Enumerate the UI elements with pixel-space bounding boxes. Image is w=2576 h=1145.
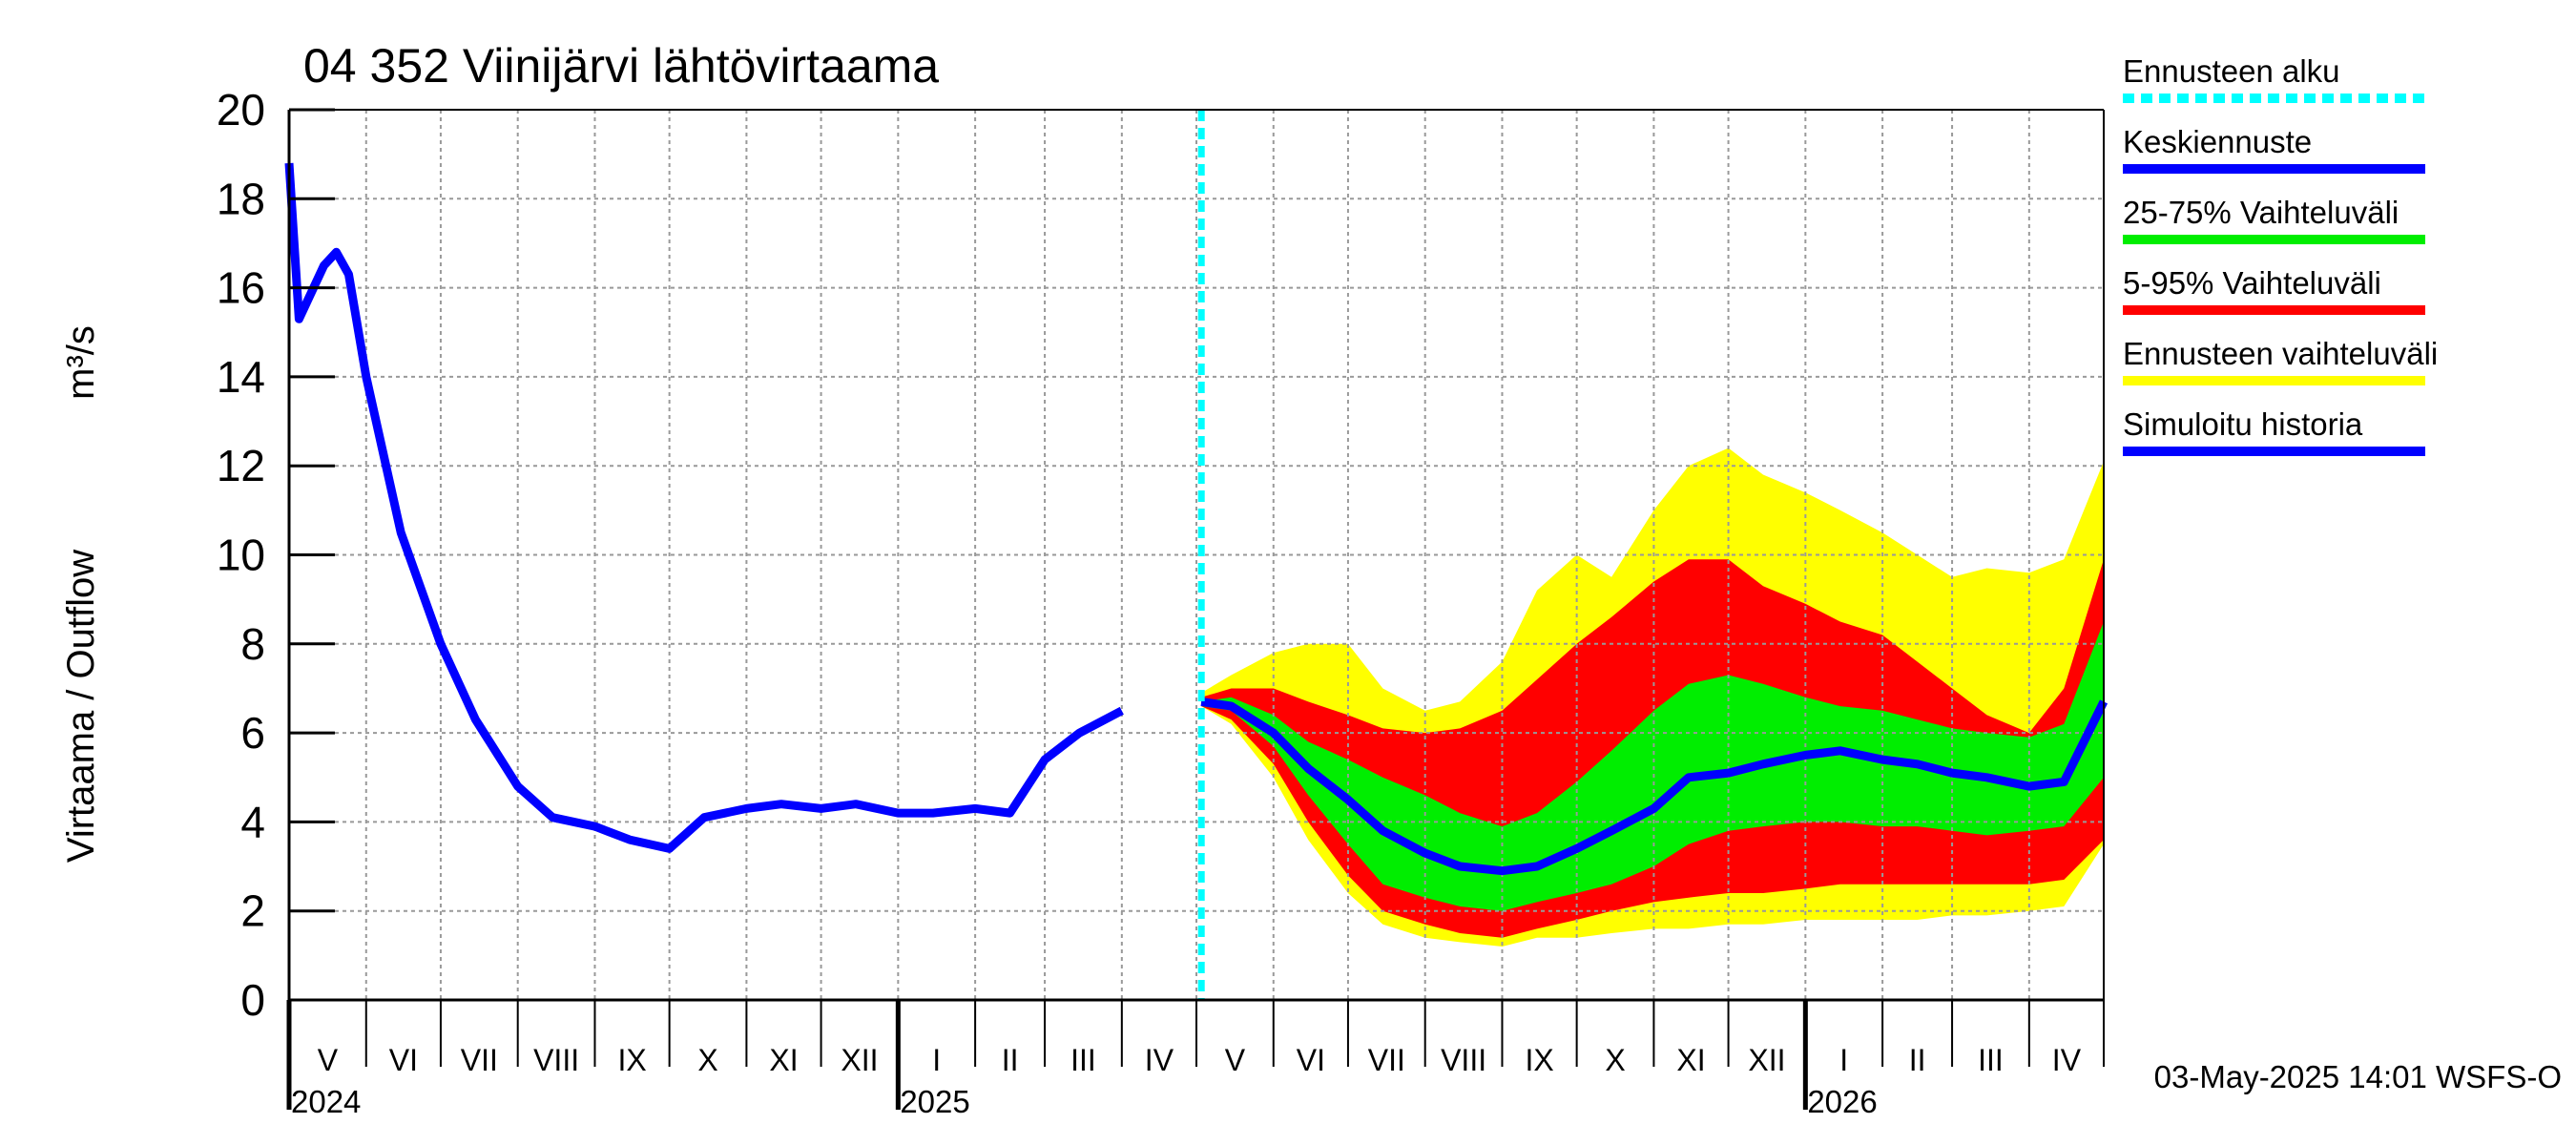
y-tick-label: 8 xyxy=(240,619,265,669)
x-month-label: V xyxy=(1225,1043,1246,1077)
y-tick-label: 6 xyxy=(240,708,265,758)
x-month-label: VI xyxy=(389,1043,418,1077)
x-month-label: X xyxy=(1605,1043,1625,1077)
x-month-label: IV xyxy=(1145,1043,1174,1077)
y-tick-label: 10 xyxy=(217,531,265,580)
y-tick-label: 4 xyxy=(240,797,265,846)
x-month-label: XII xyxy=(841,1043,878,1077)
legend: Ennusteen alku Keskiennuste 25-75% Vaihtel… xyxy=(2123,53,2438,456)
series-simuloitu-historia xyxy=(284,162,1124,853)
x-month-label: VI xyxy=(1297,1043,1325,1077)
x-month-label: I xyxy=(1839,1043,1848,1077)
x-month-label: IV xyxy=(2052,1043,2082,1077)
x-month-label: VII xyxy=(461,1043,498,1077)
y-tick-label: 0 xyxy=(240,975,265,1025)
y-tick-label: 20 xyxy=(217,85,265,135)
series-keskiennuste xyxy=(1200,697,2109,876)
forecast-bands xyxy=(1201,448,2104,947)
y-tick-label: 18 xyxy=(217,174,265,223)
footer-timestamp: 03-May-2025 14:01 WSFS-O xyxy=(2154,1059,2562,1094)
x-month-label: X xyxy=(697,1043,717,1077)
legend-label: 25-75% Vaihteluväli xyxy=(2123,195,2399,230)
x-month-label: VIII xyxy=(533,1043,579,1077)
legend-label: 5-95% Vaihteluväli xyxy=(2123,265,2381,301)
x-month-label: III xyxy=(1070,1043,1096,1077)
band-25-75-vaihteluv-li xyxy=(1201,621,2104,911)
x-month-label: V xyxy=(318,1043,339,1077)
x-month-label: XII xyxy=(1748,1043,1785,1077)
x-month-label: VIII xyxy=(1441,1043,1486,1077)
y-tick-label: 16 xyxy=(217,263,265,313)
x-month-label: VII xyxy=(1368,1043,1405,1077)
y-axis-unit: m³/s xyxy=(60,325,102,400)
x-month-label: XI xyxy=(769,1043,798,1077)
legend-label: Keskiennuste xyxy=(2123,124,2312,159)
x-month-label: II xyxy=(1002,1043,1019,1077)
y-axis-label: Virtaama / Outflow xyxy=(60,550,102,863)
x-month-label: IX xyxy=(617,1043,646,1077)
x-month-label: III xyxy=(1978,1043,2004,1077)
legend-label: Simuloitu historia xyxy=(2123,406,2363,442)
y-tick-label: 14 xyxy=(217,352,265,402)
x-month-label: XI xyxy=(1676,1043,1705,1077)
x-month-label: I xyxy=(932,1043,941,1077)
x-month-label: IX xyxy=(1525,1043,1553,1077)
x-year-label: 2025 xyxy=(900,1084,969,1119)
y-tick-label: 12 xyxy=(217,441,265,490)
x-month-label: II xyxy=(1909,1043,1926,1077)
x-year-label: 2026 xyxy=(1807,1084,1877,1119)
x-year-label: 2024 xyxy=(291,1084,361,1119)
y-tick-label: 2 xyxy=(240,886,265,936)
chart-title: 04 352 Viinijärvi lähtövirtaama xyxy=(303,39,939,93)
legend-label: Ennusteen vaihteluväli xyxy=(2123,336,2438,371)
legend-label: Ennusteen alku xyxy=(2123,53,2340,89)
series-lines xyxy=(284,110,2109,1000)
